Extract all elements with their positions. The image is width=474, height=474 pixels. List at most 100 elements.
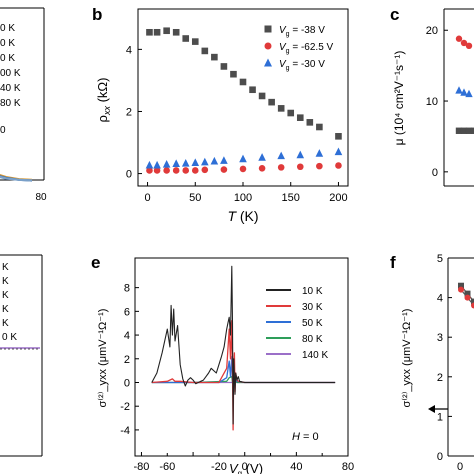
panel-b-series2-point bbox=[220, 156, 228, 164]
panel-c-chart: 0 10 20 μ (10⁴ cm²V⁻¹s⁻¹) bbox=[392, 8, 474, 187]
panel-f-series0-point bbox=[458, 282, 464, 289]
panel-b-series0-point bbox=[249, 86, 256, 94]
panel-f-series1-point bbox=[464, 294, 471, 301]
panel-b-x-tick-label: 50 bbox=[189, 192, 201, 204]
panel-b-x-tick-label: 200 bbox=[329, 192, 347, 204]
panel-b-series1-point bbox=[146, 167, 153, 174]
panel-e-series-line-10K bbox=[151, 265, 336, 425]
panel-c-series1-point bbox=[465, 89, 473, 98]
panel-e-legend-entry: 50 K bbox=[302, 318, 323, 329]
panel-f-y-axis-label: σ⁽²⁾_yxx (μmV⁻¹Ω⁻¹) bbox=[401, 309, 413, 408]
panel-a-annotation: 0 bbox=[0, 125, 6, 136]
panel-f-arrow-head bbox=[428, 405, 435, 413]
panel-e-y-tick-label: -4 bbox=[120, 425, 130, 437]
panel-b-series0-point bbox=[335, 133, 342, 140]
panel-b-legend-entry: Vg = -62.5 V bbox=[279, 42, 334, 55]
panel-e-x-tick-label: 40 bbox=[290, 461, 302, 473]
panel-c-series1-point bbox=[460, 88, 468, 96]
panel-e-legend-entry: 80 K bbox=[302, 334, 323, 345]
panel-c-series0-point bbox=[460, 39, 468, 47]
panel-b-legend-marker bbox=[264, 25, 272, 33]
panel-e-y-axis-label: σ⁽²⁾_yxx (μmV⁻¹Ω⁻¹) bbox=[97, 309, 109, 408]
panel-b-series0-point bbox=[220, 63, 228, 70]
panel-f-y-tick-label: 4 bbox=[437, 293, 443, 305]
panel-c-y-tick-label: 20 bbox=[426, 25, 438, 37]
panel-b-series2-point bbox=[258, 153, 266, 161]
panel-b-series0-point bbox=[306, 119, 314, 126]
panel-c-y-axis-label: μ (10⁴ cm²V⁻¹s⁻¹) bbox=[392, 51, 406, 146]
panel-a-chart: 80 0 K 0 K 0 K 00 K 40 K 80 K 0 bbox=[0, 7, 47, 203]
panel-c-y-tick-label: 0 bbox=[432, 167, 438, 179]
panel-e-x-tick-label: 80 bbox=[342, 461, 354, 473]
panel-f-series1-point bbox=[471, 302, 474, 309]
panel-c-series0-point bbox=[465, 42, 473, 50]
panel-b-series1-point bbox=[163, 167, 170, 174]
panel-b-series0-point bbox=[153, 28, 161, 36]
panel-b-series0-point bbox=[146, 28, 153, 36]
panel-d-legend-entry: K bbox=[2, 318, 9, 329]
panel-b-series0-point bbox=[182, 35, 190, 42]
panel-e-x-axis-label: Vg (V) bbox=[229, 461, 263, 474]
panel-b-legend-marker bbox=[264, 42, 272, 50]
panel-e-y-tick-label: -2 bbox=[120, 401, 130, 413]
panel-b-y-axis-label: ρxx (kΩ) bbox=[95, 78, 112, 123]
panel-e-plot-frame bbox=[134, 257, 349, 457]
panel-f-x-tick-label: 0 bbox=[457, 461, 463, 473]
panel-b-series0-point bbox=[191, 38, 199, 45]
panel-e-x-tick-label: -20 bbox=[211, 461, 227, 473]
panel-a-legend-entry: 0 K bbox=[0, 53, 15, 64]
panel-b-y-tick-label: 2 bbox=[126, 106, 132, 118]
panel-b-series0-point bbox=[296, 114, 304, 121]
panel-b-series0-point bbox=[201, 47, 209, 55]
panel-c-series2-point bbox=[470, 127, 474, 134]
panel-c-y-tick-label: 10 bbox=[426, 96, 438, 108]
panel-b-x-tick-label: 0 bbox=[144, 192, 150, 204]
panel-c-series2-point bbox=[465, 127, 473, 134]
panel-e-legend-entry: 140 K bbox=[302, 350, 328, 361]
panel-e-y-tick-label: 4 bbox=[124, 330, 130, 342]
panel-c-series0-point bbox=[455, 35, 463, 42]
panel-d-legend-entry: K bbox=[2, 290, 9, 301]
panel-b-series2-point bbox=[210, 156, 219, 165]
panel-d-legend-entry: K bbox=[2, 276, 9, 287]
panel-b-series1-point bbox=[201, 166, 209, 174]
panel-label-e: e bbox=[91, 253, 100, 272]
panel-b-series2-point bbox=[239, 154, 247, 163]
panel-b-series2-point bbox=[153, 160, 161, 169]
panel-b-series2-point bbox=[162, 159, 171, 168]
panel-b-series2-point bbox=[315, 149, 324, 157]
panel-b-series1-point bbox=[335, 162, 342, 169]
panel-b-series0-point bbox=[287, 109, 295, 117]
panel-a-legend-entry: 80 K bbox=[0, 98, 21, 109]
panel-e-series-line-50K bbox=[151, 355, 336, 398]
panel-e-y-tick-label: 2 bbox=[124, 354, 130, 366]
panel-b-series2-point bbox=[145, 160, 154, 169]
panel-b-series1-point bbox=[316, 162, 323, 170]
panel-b-series1-point bbox=[296, 163, 304, 171]
panel-b-series2-point bbox=[277, 151, 285, 160]
panel-f-y-tick-label: 0 bbox=[437, 451, 443, 463]
panel-d-legend-entry: K bbox=[2, 304, 9, 315]
panel-a-series-line bbox=[0, 175, 33, 182]
panel-b-x-tick-label: 150 bbox=[282, 192, 300, 204]
panel-b-series0-point bbox=[163, 27, 170, 35]
panel-f-series1-point bbox=[458, 286, 464, 293]
panel-e-x-tick-label: -80 bbox=[134, 461, 150, 473]
panel-a-legend-entry: 00 K bbox=[0, 68, 21, 79]
panel-b-series2-point bbox=[296, 150, 305, 159]
panel-d-legend-entry: K bbox=[2, 262, 9, 273]
panel-label-b: b bbox=[92, 5, 102, 24]
panel-f-chart: 0 1 2 3 4 5 0 σ⁽²⁾_yxx (μmV⁻¹Ω⁻¹) bbox=[401, 253, 474, 473]
panel-b-series2-point bbox=[201, 157, 209, 166]
panel-b-chart: 0 50 100 150 200 0 2 4 T (K) ρxx (kΩ) Vg = -38 V Vg… bbox=[95, 8, 349, 224]
panel-b-x-axis-label: T (K) bbox=[227, 208, 258, 224]
panel-b-series1-point bbox=[277, 164, 285, 171]
panel-a-x-tick-label: 80 bbox=[35, 192, 47, 203]
panel-b-series1-point bbox=[220, 166, 228, 173]
panel-c-series2-point bbox=[460, 127, 468, 134]
panel-f-series0-point bbox=[471, 298, 474, 305]
panel-e-annotation: H = 0 bbox=[292, 431, 319, 443]
